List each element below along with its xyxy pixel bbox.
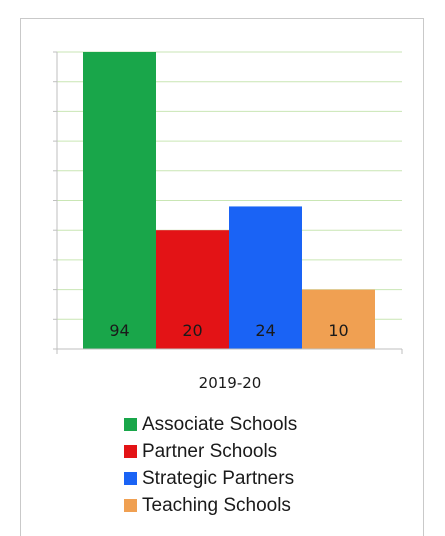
chart-legend: Associate Schools Partner Schools Strategi… — [124, 411, 297, 519]
legend-swatch — [124, 418, 137, 431]
x-tick-label: 2019-20 — [199, 374, 262, 392]
legend-label: Strategic Partners — [142, 467, 295, 489]
bar-partner-schools — [156, 230, 229, 349]
legend-item: Partner Schools — [124, 438, 297, 465]
bar-teaching-schools — [302, 289, 375, 349]
legend-item: Teaching Schools — [124, 492, 297, 519]
legend-label: Partner Schools — [142, 440, 278, 462]
bar-value-label: 10 — [328, 321, 348, 340]
bar-associate-schools — [83, 52, 156, 349]
legend-label: Associate Schools — [142, 413, 298, 435]
legend-item: Associate Schools — [124, 411, 297, 438]
legend-swatch — [124, 499, 137, 512]
bar-value-label: 94 — [109, 321, 129, 340]
legend-swatch — [124, 445, 137, 458]
legend-swatch — [124, 472, 137, 485]
bar-value-label: 24 — [255, 321, 275, 340]
bar-strategic-partners — [229, 206, 302, 349]
legend-label: Teaching Schools — [142, 494, 291, 516]
bar-value-label: 20 — [182, 321, 202, 340]
legend-item: Strategic Partners — [124, 465, 297, 492]
